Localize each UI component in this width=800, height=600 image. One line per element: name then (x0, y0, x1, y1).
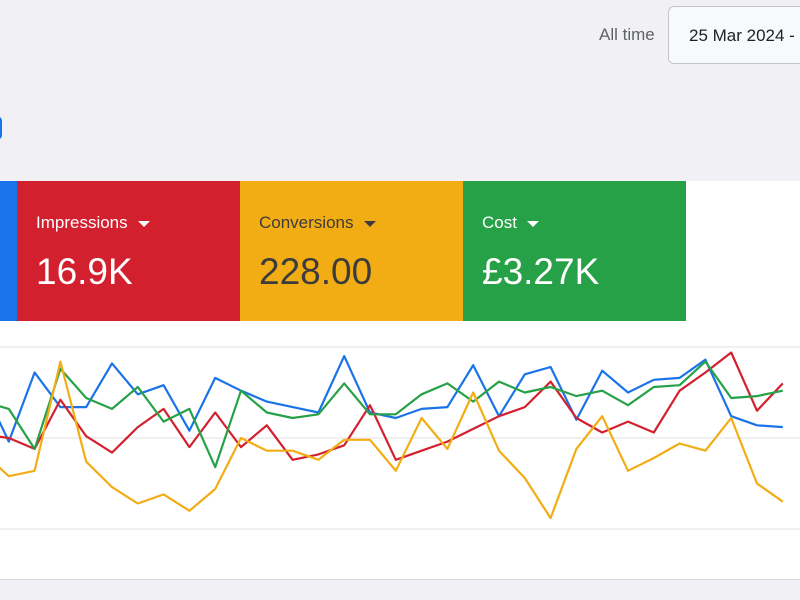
scorecard-cost-value: £3.27K (482, 251, 600, 292)
caret-down-icon[interactable] (363, 221, 376, 227)
series-line-0[interactable] (0, 354, 783, 443)
series-line-3[interactable] (0, 360, 784, 520)
series-line-1[interactable] (0, 351, 784, 461)
scorecard-conversions-title: Conversions (259, 213, 354, 232)
scorecard-cost[interactable]: Cost £3.27K (463, 181, 686, 321)
performance-chart (0, 321, 800, 580)
series-line-2[interactable] (0, 360, 784, 469)
scorecard-impressions[interactable]: Impressions 16.9K (17, 181, 240, 321)
avatar-edge (0, 116, 2, 140)
scorecard-impressions-title: Impressions (36, 213, 128, 232)
scorecard-impressions-value: 16.9K (36, 251, 133, 292)
chart-svg (0, 346, 800, 530)
caret-down-icon[interactable] (137, 221, 150, 227)
date-range-label: All time (599, 25, 655, 44)
scorecard-clicks-edge[interactable] (0, 181, 17, 321)
scorecard-conversions[interactable]: Conversions 228.00 (240, 181, 463, 321)
date-range-value: 25 Mar 2024 - (689, 26, 795, 45)
date-range-picker[interactable]: 25 Mar 2024 - (668, 6, 800, 64)
scorecard-cost-title: Cost (482, 213, 517, 232)
scorecard-conversions-value: 228.00 (259, 251, 373, 292)
bottom-strip (0, 580, 800, 600)
caret-down-icon[interactable] (526, 221, 539, 227)
